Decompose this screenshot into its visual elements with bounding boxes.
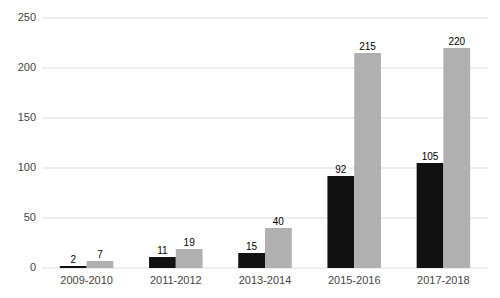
bar	[443, 48, 470, 268]
y-tick-label: 200	[18, 61, 36, 73]
y-tick-label: 0	[30, 261, 36, 273]
y-tick-label: 50	[24, 211, 36, 223]
bar	[87, 261, 114, 268]
bar	[265, 228, 292, 268]
data-label: 105	[422, 151, 439, 162]
x-tick-label: 2009-2010	[60, 274, 113, 286]
y-tick-label: 100	[18, 161, 36, 173]
data-label: 19	[184, 237, 196, 248]
chart-svg: 0 50 100 150 200 250 2 11 15 92 105 7 19 40 215 220 2009…	[0, 0, 500, 298]
grid	[42, 18, 488, 268]
y-tick-label: 150	[18, 111, 36, 123]
bar	[176, 249, 203, 268]
x-tick-label: 2013-2014	[239, 274, 292, 286]
bar	[238, 253, 265, 268]
bars	[60, 48, 470, 268]
chart-container: 0 50 100 150 200 250 2 11 15 92 105 7 19 40 215 220 2009…	[0, 0, 500, 298]
data-labels: 2 11 15 92 105 7 19 40 215 220	[70, 36, 465, 265]
y-tick-label: 250	[18, 11, 36, 23]
data-label: 15	[246, 241, 258, 252]
grid-line	[42, 68, 488, 69]
bar	[149, 257, 176, 268]
data-label: 7	[97, 249, 103, 260]
data-label: 11	[157, 245, 168, 256]
grid-line	[42, 18, 488, 19]
data-label: 220	[448, 36, 465, 47]
bar	[60, 266, 87, 268]
x-tick-label: 2017-2018	[417, 274, 470, 286]
bar	[417, 163, 444, 268]
bar	[354, 53, 381, 268]
x-tick-label: 2011-2012	[150, 274, 202, 286]
grid-line	[42, 118, 488, 119]
data-label: 215	[359, 41, 376, 52]
page: {"chart_data": {"type": "bar", "categori…	[0, 0, 500, 298]
x-tick-label: 2015-2016	[328, 274, 381, 286]
data-label: 2	[70, 254, 76, 265]
data-label: 40	[273, 216, 285, 227]
bar	[327, 176, 354, 268]
data-label: 92	[335, 164, 347, 175]
